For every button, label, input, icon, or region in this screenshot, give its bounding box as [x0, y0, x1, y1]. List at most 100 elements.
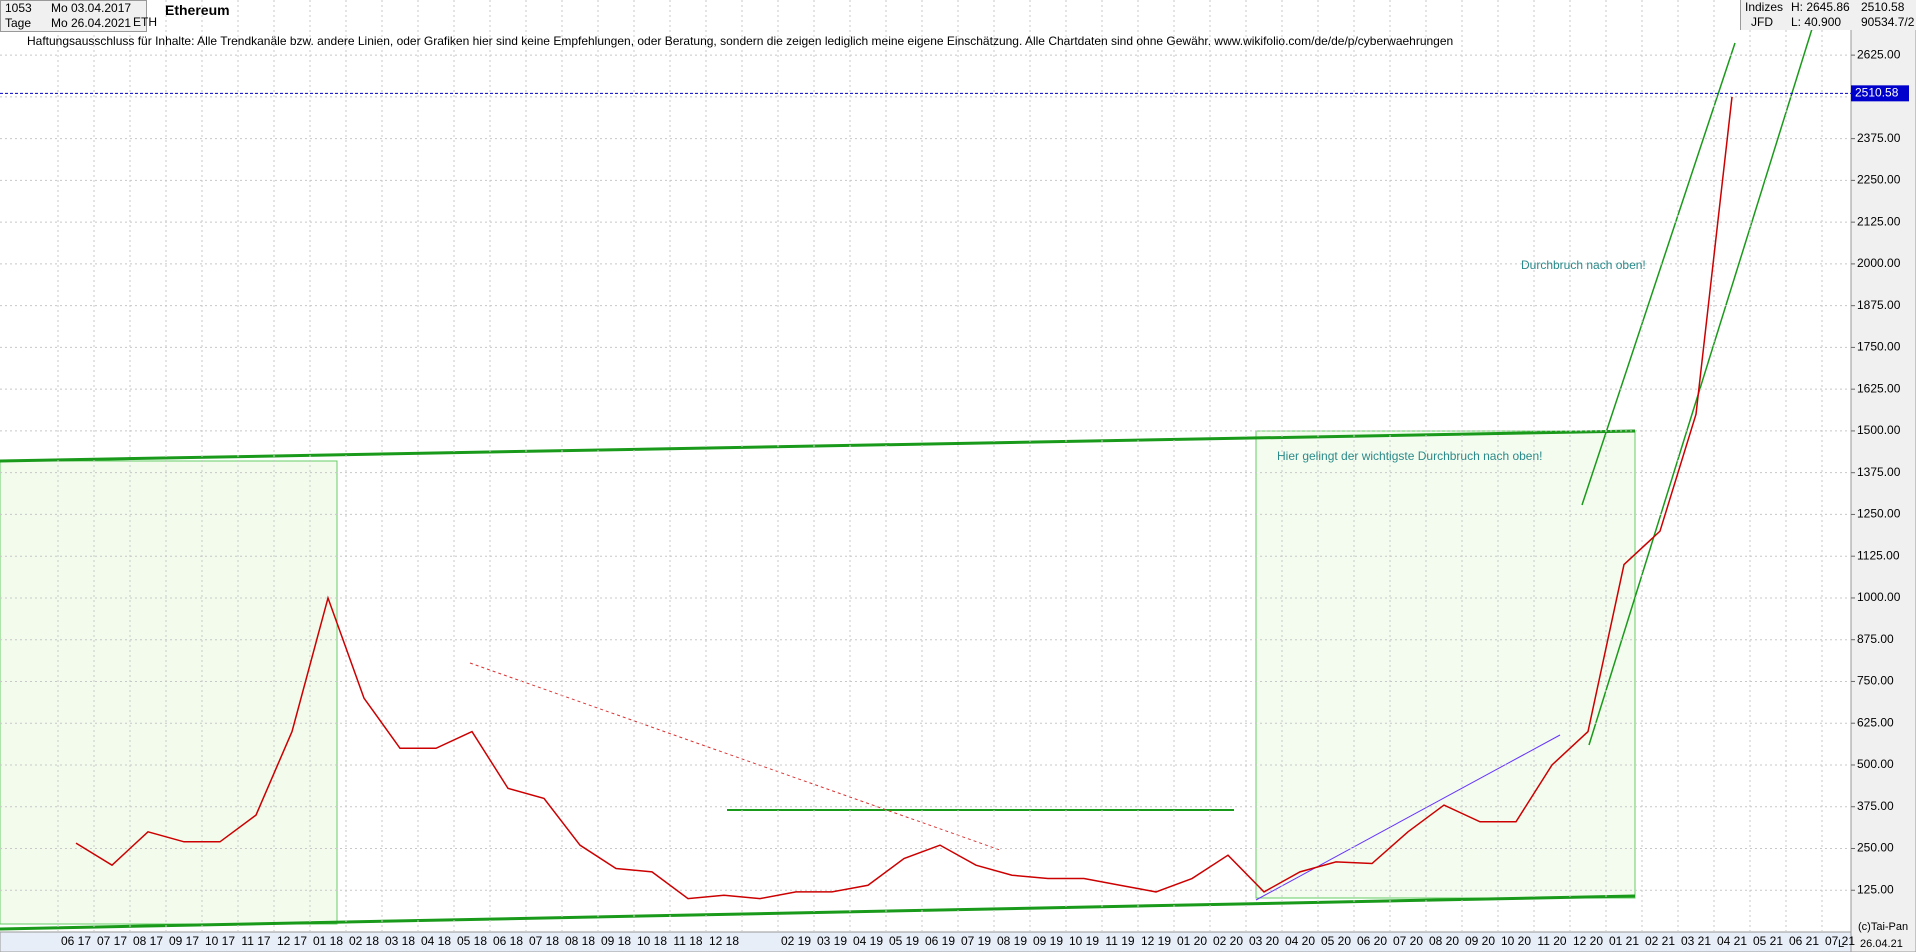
disclaimer: Haftungsausschluss für Inhalte: Alle Tre…: [27, 34, 1454, 48]
x-tick-label: 02 18: [349, 934, 379, 948]
y-tick-label: 250.00: [1857, 841, 1894, 855]
y-tick-label: 2250.00: [1857, 173, 1901, 187]
bars[interactable]: 1053: [5, 1, 32, 15]
y-tick-label: 1375.00: [1857, 465, 1901, 479]
x-tick-label: 02 19: [781, 934, 811, 948]
last-price-box: [1851, 85, 1909, 102]
y-tick-label: 2125.00: [1857, 214, 1901, 228]
x-tick-label: 12 17: [277, 934, 307, 948]
x-tick-label: 08 20: [1429, 934, 1459, 948]
x-tick-label: 08 19: [997, 934, 1027, 948]
x-tick-label: 09 17: [169, 934, 199, 948]
trend-line: [1255, 734, 1561, 901]
zone: [0, 460, 338, 925]
x-tick-label: 01 20: [1177, 934, 1207, 948]
x-tick-label: 03 21: [1681, 934, 1711, 948]
trend-line: [0, 894, 1636, 931]
x-tick-label: 04 20: [1285, 934, 1315, 948]
y-tick-label: 750.00: [1857, 674, 1894, 688]
group: Indizes: [1745, 0, 1784, 14]
x-tick-label: 11 18: [673, 934, 702, 948]
y-tick-label: 375.00: [1857, 799, 1894, 813]
last-price: 2510.58: [1861, 0, 1905, 14]
trend-line: [469, 662, 1001, 851]
period[interactable]: Tage: [5, 16, 32, 30]
trend-line: [1588, 0, 1822, 746]
y-tick-label: 500.00: [1857, 757, 1894, 771]
x-tick-label: 04 19: [853, 934, 883, 948]
trend-line: [0, 429, 1636, 463]
x-tick-label: 08 18: [565, 934, 595, 948]
y-axis-panel: [1850, 0, 1916, 952]
x-tick-label: 10 20: [1501, 934, 1531, 948]
x-tick-label: 12 19: [1141, 934, 1171, 948]
to-date[interactable]: Mo 26.04.2021: [51, 16, 132, 30]
symbol: ETH: [133, 15, 157, 29]
trend-line: [1581, 42, 1736, 506]
x-tick-label: 07 19: [961, 934, 991, 948]
info-box: Indizes JFD H: 2645.86 L: 40.900 2510.58…: [1740, 0, 1916, 30]
x-tick-label: 05 18: [457, 934, 487, 948]
x-tick-label: 10 19: [1069, 934, 1099, 948]
x-tick-label: 08 17: [133, 934, 163, 948]
header-box: 1053 Mo 03.04.2017 Tage Mo 26.04.2021: [0, 0, 147, 32]
x-tick-label: 02 20: [1213, 934, 1243, 948]
x-tick-label: 06 19: [925, 934, 955, 948]
annotation: Durchbruch nach oben!: [1521, 258, 1646, 272]
x-tick-label: 04 18: [421, 934, 451, 948]
y-tick-label: 1625.00: [1857, 381, 1901, 395]
x-tick-label: 06 20: [1357, 934, 1387, 948]
source: JFD: [1751, 15, 1773, 29]
from-date[interactable]: Mo 03.04.2017: [51, 1, 132, 15]
x-tick-label: 06 17: [61, 934, 91, 948]
low: L: 40.900: [1791, 15, 1842, 29]
y-tick-label: 2000.00: [1857, 256, 1901, 270]
x-tick-label: 06 18: [493, 934, 523, 948]
y-tick-label: 875.00: [1857, 632, 1894, 646]
volume: 90534.7/2: [1861, 15, 1915, 29]
x-tick-label: 11 17: [241, 934, 270, 948]
x-tick-label: 11 19: [1105, 934, 1134, 948]
x-axis-panel: [0, 931, 1852, 952]
x-tick-label: 06 21: [1789, 934, 1819, 948]
y-tick-label: 1250.00: [1857, 507, 1901, 521]
y-tick-label: 125.00: [1857, 882, 1894, 896]
chart-title: Ethereum: [165, 2, 230, 18]
zone: [1255, 430, 1636, 899]
x-tick-label: 01 21: [1609, 934, 1639, 948]
x-tick-label: 10 18: [637, 934, 667, 948]
date: 26.04.21: [1860, 938, 1903, 950]
x-tick-label: 05 20: [1321, 934, 1351, 948]
x-tick-label: 11 20: [1537, 934, 1566, 948]
x-tick-label: 12 18: [709, 934, 739, 948]
copyright: (c)Tai-Pan: [1858, 921, 1909, 933]
y-tick-label: 2625.00: [1857, 47, 1901, 61]
y-tick-label: 1500.00: [1857, 423, 1901, 437]
x-tick-label: 07 21: [1825, 934, 1855, 948]
y-tick-label: 625.00: [1857, 715, 1894, 729]
last-price-label: 2510.58: [1855, 86, 1899, 100]
high: H: 2645.86: [1791, 0, 1850, 14]
y-tick-label: 1875.00: [1857, 298, 1901, 312]
x-tick-label: 03 19: [817, 934, 847, 948]
x-tick-label: 07 17: [97, 934, 127, 948]
x-tick-label: 03 18: [385, 934, 415, 948]
y-tick-label: 1000.00: [1857, 590, 1901, 604]
y-tick-label: 1750.00: [1857, 340, 1901, 354]
x-tick-label: 05 21: [1753, 934, 1783, 948]
x-tick-label: 07 20: [1393, 934, 1423, 948]
x-tick-label: 09 19: [1033, 934, 1063, 948]
x-tick-label: 02 21: [1645, 934, 1675, 948]
x-tick-label: 07 18: [529, 934, 559, 948]
y-tick-label: 2375.00: [1857, 131, 1901, 145]
x-tick-label: 04 21: [1717, 934, 1747, 948]
y-tick-label: 1125.00: [1857, 548, 1900, 562]
x-tick-label: 05 19: [889, 934, 919, 948]
x-tick-label: 09 18: [601, 934, 631, 948]
x-tick-label: 10 17: [205, 934, 235, 948]
x-tick-label: 01 18: [313, 934, 343, 948]
x-tick-label: 09 20: [1465, 934, 1495, 948]
x-tick-label: 12 20: [1573, 934, 1603, 948]
